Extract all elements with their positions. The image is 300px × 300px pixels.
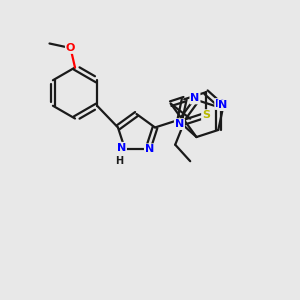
Text: N: N [145,144,154,154]
Text: N: N [117,143,126,153]
Text: N: N [218,100,228,110]
Text: N: N [215,99,224,109]
Text: O: O [66,43,75,53]
Text: N: N [190,94,200,103]
Text: H: H [116,156,124,166]
Text: S: S [202,110,210,120]
Text: N: N [175,119,184,129]
